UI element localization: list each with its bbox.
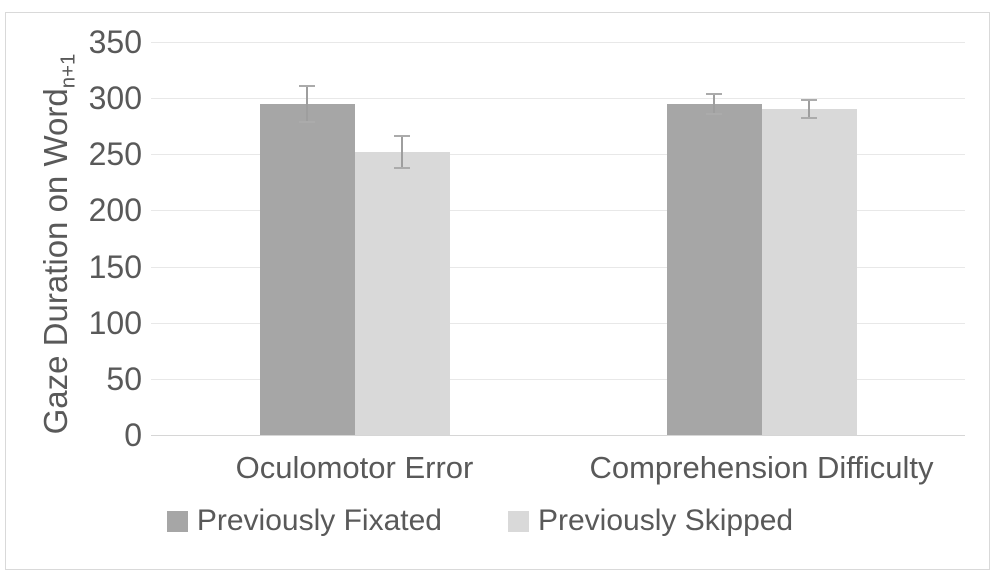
gridline-y-250 (151, 154, 965, 156)
y-tick-label-0: 0 (124, 417, 142, 453)
gridline-y-300 (151, 98, 965, 100)
error-bar-cap-top (801, 99, 817, 102)
legend-swatch-icon (166, 510, 188, 532)
legend: Previously Fixated Previously Skipped (0, 501, 960, 541)
y-tick-label-250: 250 (88, 136, 142, 173)
bar-previously-skipped (761, 109, 857, 435)
error-bar-cap-top (394, 135, 410, 138)
error-bar-line (306, 84, 308, 123)
error-bar-cap-bottom (394, 166, 410, 169)
y-tick-label-150: 150 (88, 248, 142, 285)
error-bar-cap-bottom (706, 112, 722, 115)
error-bar-line (713, 92, 715, 115)
chart-frame-border (5, 12, 990, 570)
y-tick-label-350: 350 (88, 24, 142, 60)
error-bar-line (808, 99, 810, 120)
category-label-2: Comprehension Difficulty (589, 450, 934, 485)
bar-previously-fixated (259, 103, 355, 435)
bar-previously-fixated (666, 103, 762, 435)
error-bar (706, 92, 722, 115)
x-axis-line (151, 435, 965, 436)
error-bar-cap-top (299, 84, 315, 87)
legend-swatch-icon (507, 510, 529, 532)
error-bar-cap-bottom (801, 117, 817, 120)
error-bar-cap-bottom (299, 120, 315, 123)
legend-label: Previously Fixated (196, 504, 442, 537)
error-bar (299, 84, 315, 123)
y-tick-label-300: 300 (88, 80, 142, 117)
category-label-1: Oculomotor Error (235, 450, 474, 485)
y-tick-label-200: 200 (88, 192, 142, 229)
gridline-y-200 (151, 210, 965, 212)
y-tick-label-100: 100 (88, 304, 142, 341)
gridline-y-50 (151, 378, 965, 380)
bar-previously-skipped (354, 152, 450, 435)
gridline-y-350 (151, 42, 965, 43)
gridline-y-150 (151, 266, 965, 268)
error-bar (394, 135, 410, 169)
error-bar-cap-top (706, 92, 722, 95)
legend-item: Previously Fixated (166, 504, 442, 538)
gridline-y-100 (151, 322, 965, 324)
error-bar-line (401, 135, 403, 169)
legend-label: Previously Skipped (537, 504, 794, 537)
legend-item: Previously Skipped (507, 504, 794, 538)
y-tick-label-50: 50 (106, 360, 142, 397)
error-bar (801, 99, 817, 120)
